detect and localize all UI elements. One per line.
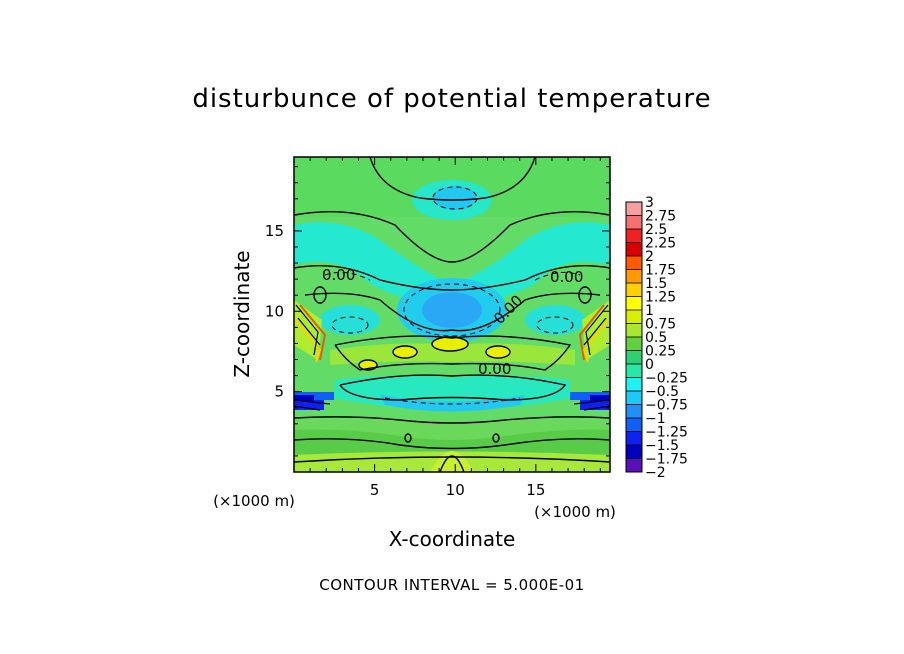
chart-title: disturbunce of potential temperature — [192, 84, 712, 114]
colorbar-label: −1.75 — [645, 452, 688, 468]
colorbar-label: −0.25 — [645, 371, 688, 387]
plot-frame — [293, 156, 611, 473]
colorbar-label: 3 — [645, 195, 654, 211]
colorbar-label: −0.75 — [645, 398, 688, 414]
colorbar-swatch — [626, 377, 642, 392]
colorbar-swatch — [626, 458, 642, 473]
colorbar-swatch — [626, 431, 642, 446]
y-tick-label: 10 — [265, 302, 284, 320]
y-axis-title: Z-coordinate — [230, 250, 254, 377]
x-unit-label: (×1000 m) — [534, 503, 616, 521]
colorbar-swatch — [626, 337, 642, 351]
colorbar-swatch — [626, 310, 642, 324]
contour-label: 0.00 — [550, 268, 583, 286]
x-axis-title: X-coordinate — [389, 527, 516, 551]
y-tick-label: 5 — [274, 383, 284, 401]
colorbar-swatch — [626, 283, 642, 297]
colorbar-swatch — [626, 242, 642, 257]
contour-interval-note: CONTOUR INTERVAL = 5.000E-01 — [319, 576, 585, 594]
y-tick-label: 15 — [265, 222, 284, 240]
colorbar-swatch — [626, 202, 642, 216]
colorbar-label: 2.75 — [645, 209, 676, 225]
colorbar-label: 1.75 — [645, 263, 676, 279]
colorbar-label: 1.5 — [645, 276, 667, 292]
colorbar-label: 1 — [645, 303, 654, 319]
colorbar-swatch — [626, 215, 642, 230]
colorbar-label: −1.25 — [645, 425, 688, 441]
contour-label: 0.00 — [322, 266, 355, 284]
colorbar-label: 1.25 — [645, 290, 676, 306]
colorbar-label: 0.75 — [645, 317, 676, 333]
colorbar-label: 2.5 — [645, 222, 667, 238]
colorbar-label: −0.5 — [645, 384, 679, 400]
colorbar-swatch — [626, 391, 642, 405]
colorbar-label: −1 — [645, 411, 666, 427]
colorbar-swatch — [626, 256, 642, 270]
colorbar-swatch — [626, 418, 642, 432]
x-tick-label: 15 — [526, 481, 545, 499]
colorbar-label: −2 — [645, 465, 666, 481]
colorbar: 32.752.52.2521.751.51.2510.750.50.250−0.… — [625, 195, 688, 481]
colorbar-label: 2 — [645, 249, 654, 265]
plot-area: 0.00 0.00 0.00 0.00 — [294, 157, 610, 472]
x-tick-label: 5 — [370, 481, 380, 499]
colorbar-swatch — [626, 269, 642, 284]
colorbar-swatch — [626, 229, 642, 243]
tick-labels: 5 10 15 5 10 15 — [265, 222, 545, 499]
axis-ticks — [294, 157, 610, 472]
x-tick-label: 10 — [446, 481, 465, 499]
colorbar-label: 2.25 — [645, 236, 676, 252]
colorbar-label: 0.25 — [645, 344, 676, 360]
colorbar-label: −1.5 — [645, 438, 679, 454]
colorbar-swatch — [626, 323, 642, 338]
y-unit-label: (×1000 m) — [213, 492, 295, 510]
colorbar-swatch — [626, 364, 642, 378]
colorbar-swatch — [626, 350, 642, 365]
colorbar-swatch — [626, 404, 642, 419]
contour-label: 0.00 — [478, 360, 511, 378]
colorbar-label: 0.5 — [645, 330, 667, 346]
colorbar-swatch — [626, 296, 642, 311]
colorbar-swatch — [626, 445, 642, 459]
colorbar-label: 0 — [645, 357, 654, 373]
